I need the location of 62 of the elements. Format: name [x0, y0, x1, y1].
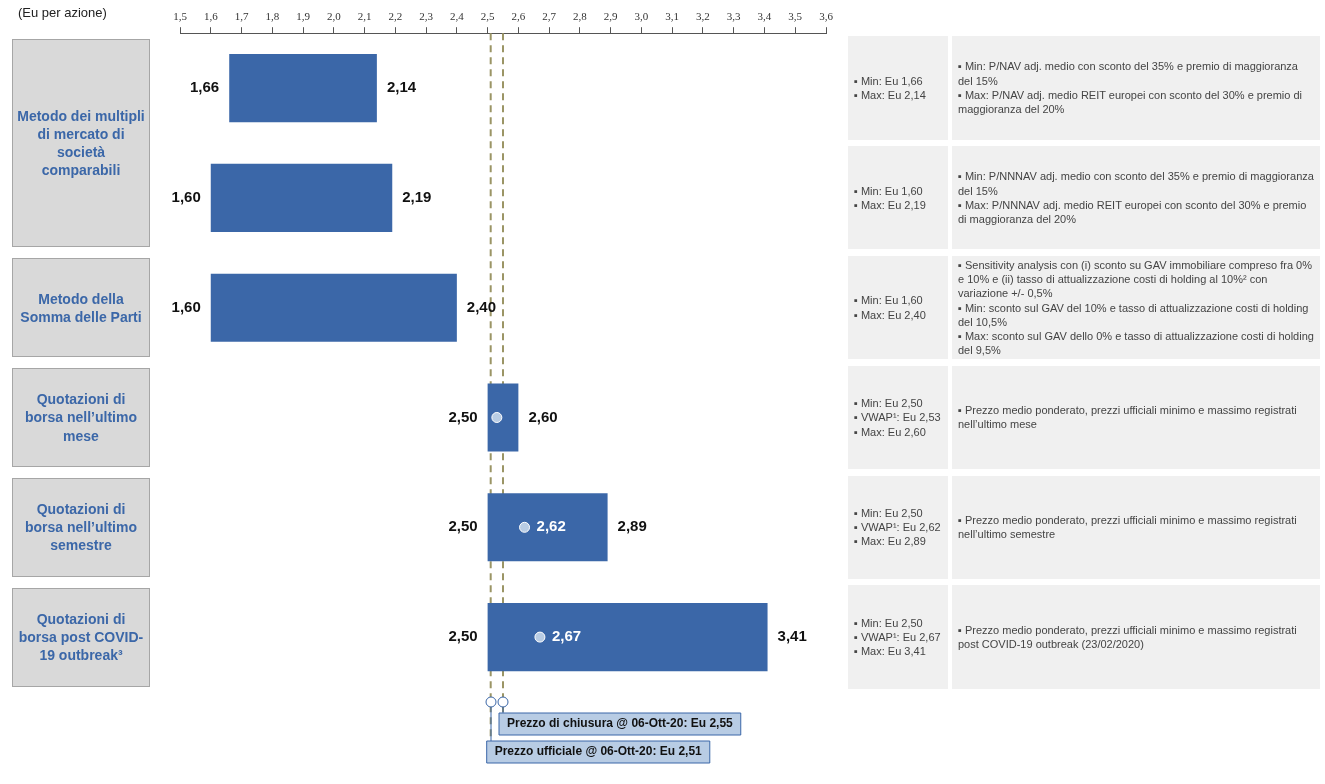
annotation: 2,50: [448, 407, 478, 425]
x-tick-label: 1,7: [234, 10, 249, 23]
x-tick-label: 3,3: [726, 10, 742, 23]
x-tick-label: 1,5: [173, 10, 188, 23]
x-tick-label: 2,9: [603, 10, 619, 23]
ref-line-label: Prezzo di chiusura @ 06-Ott-20: Eu 2,55: [507, 716, 734, 731]
x-tick-label: 2,7: [542, 10, 557, 23]
x-tick-label: 2,3: [419, 10, 434, 23]
x-tick-label: 2,2: [388, 10, 403, 23]
text: ▪ Min: P/NNNAV adj. medio con sconto del 35% e premio di maggioranza del 15% ▪ Max: P/NNNAV adj. medio REIT europei con sconto del 30% e premio di maggioranza del 20%: [952, 146, 1320, 250]
data-label: 2,19: [402, 188, 432, 206]
ref-line-label: Prezzo ufficiale @ 06-Ott-20: Eu 2,51: [494, 744, 703, 759]
x-tick-label: 3,6: [819, 10, 834, 23]
data-label: 2,60: [528, 407, 558, 425]
text: ▪ Min: Eu 2,50 ▪ VWAP¹: Eu 2,53 ▪ Max: Eu 2,60: [848, 365, 948, 470]
x-tick-label: 2,1: [357, 10, 372, 23]
annotation: 1,60: [171, 188, 201, 206]
x-tick-label: 2,0: [326, 10, 342, 23]
x-tick-label: 3,2: [696, 10, 710, 23]
data-label: 2,14: [386, 78, 417, 96]
text: ▪ Sensitivity analysis con (i) sconto su GAV immobiliare compreso fra 0% e 10% e (ii) tasso di attualizzazione costi di holding al 10%² con variazione +/- 0,5% ▪ Min: sconto sul GAV del 10% e tasso di attualizzazione costi di holding del 10,5% ▪ Max: sconto sul GAV dello 0% e tasso di attualizzazione costi di holding del 9,5%: [952, 256, 1320, 360]
x-tick-label: 1,8: [265, 10, 280, 23]
text: ▪ Min: Eu 2,50 ▪ VWAP¹: Eu 2,62 ▪ Max: Eu 2,89: [848, 475, 948, 579]
y-tick-label: Quotazioni di borsa post COVID-19 outbreak³: [12, 587, 150, 687]
x-tick-label: 2,5: [480, 10, 495, 23]
annotation: 2,50: [448, 517, 478, 535]
text: ▪ Min: Eu 2,50 ▪ VWAP¹: Eu 2,67 ▪ Max: Eu 3,41: [848, 585, 948, 689]
data-label: 3,41: [777, 627, 807, 645]
annotation: 1,60: [171, 297, 201, 315]
x-tick-label: 1,6: [203, 10, 219, 23]
x-tick-label: 3,0: [634, 10, 649, 23]
text: ▪ Prezzo medio ponderato, prezzi ufficiali minimo e massimo registrati nell’ultimo semestre: [952, 475, 1320, 579]
annotation: 1,66: [190, 78, 220, 96]
y-tick-label: Quotazioni di borsa nell’ultimo semestre: [12, 477, 150, 577]
bar: [229, 54, 377, 123]
x-tick-label: 3,5: [788, 10, 803, 23]
data-label: 2,62: [536, 517, 566, 535]
bar: [210, 163, 393, 232]
data-label: 2,40: [466, 297, 497, 315]
bar: [487, 603, 768, 672]
bar: [210, 273, 457, 342]
text: ▪ Min: Eu 1,60 ▪ Max: Eu 2,19: [848, 146, 948, 250]
annotation: 2,50: [448, 627, 478, 645]
x-tick-label: 3,4: [757, 10, 772, 23]
x-tick-label: 1,9: [296, 10, 311, 23]
bar: [487, 493, 608, 562]
y-tick-label: Metodo dei multipli di mercato di società comparabili: [12, 38, 150, 248]
text: ▪ Prezzo medio ponderato, prezzi ufficiali minimo e massimo registrati post COVID-19 outbreak (23/02/2020): [952, 585, 1320, 689]
text: ▪ Prezzo medio ponderato, prezzi ufficiali minimo e massimo registrati nell’ultimo mese: [952, 365, 1320, 470]
text: ▪ Min: Eu 1,60 ▪ Max: Eu 2,40: [848, 256, 948, 360]
x-tick-label: 3,1: [665, 10, 680, 23]
x-tick-label: 2,4: [449, 10, 465, 23]
data-label: 2,89: [617, 517, 647, 535]
bar: [487, 383, 519, 452]
x-axis-title: (Eu per azione): [18, 5, 107, 21]
data-label: 2,67: [551, 627, 582, 645]
y-tick-label: Quotazioni di borsa nell’ultimo mese: [12, 368, 150, 467]
text: ▪ Min: P/NAV adj. medio con sconto del 35% e premio di maggioranza del 15% ▪ Max: P/NAV adj. medio REIT europei con sconto del 30% e premio di maggioranza del 20%: [952, 36, 1320, 140]
x-tick-label: 2,8: [573, 10, 588, 23]
y-tick-label: Metodo della Somma delle Parti: [12, 258, 150, 358]
text: ▪ Min: Eu 1,66 ▪ Max: Eu 2,14: [848, 36, 948, 140]
x-tick-label: 2,6: [511, 10, 526, 23]
